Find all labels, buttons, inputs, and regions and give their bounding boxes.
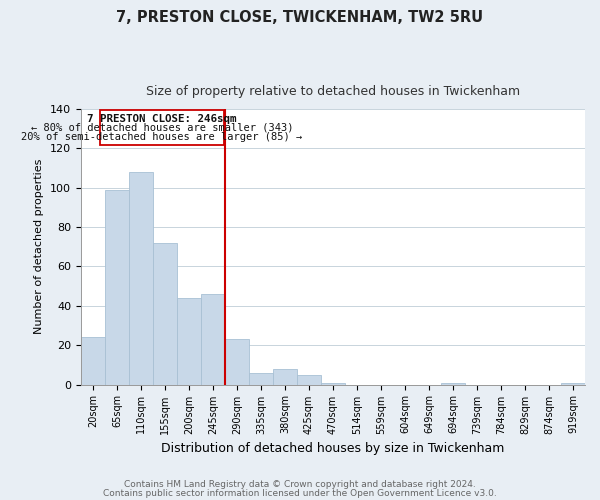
Bar: [201, 294, 225, 384]
Y-axis label: Number of detached properties: Number of detached properties: [34, 159, 44, 334]
Bar: [105, 190, 129, 384]
Text: 7, PRESTON CLOSE, TWICKENHAM, TW2 5RU: 7, PRESTON CLOSE, TWICKENHAM, TW2 5RU: [116, 10, 484, 25]
Bar: [225, 340, 249, 384]
Title: Size of property relative to detached houses in Twickenham: Size of property relative to detached ho…: [146, 85, 520, 98]
Text: Contains public sector information licensed under the Open Government Licence v3: Contains public sector information licen…: [103, 489, 497, 498]
X-axis label: Distribution of detached houses by size in Twickenham: Distribution of detached houses by size …: [161, 442, 505, 455]
Bar: [441, 382, 465, 384]
Bar: [81, 338, 105, 384]
Text: ← 80% of detached houses are smaller (343): ← 80% of detached houses are smaller (34…: [31, 122, 293, 132]
Text: 7 PRESTON CLOSE: 246sqm: 7 PRESTON CLOSE: 246sqm: [87, 114, 236, 124]
Text: 20% of semi-detached houses are larger (85) →: 20% of semi-detached houses are larger (…: [21, 132, 302, 141]
FancyBboxPatch shape: [100, 110, 224, 146]
Bar: [129, 172, 153, 384]
Bar: [297, 374, 321, 384]
Bar: [321, 382, 345, 384]
Bar: [177, 298, 201, 384]
Bar: [273, 369, 297, 384]
Bar: [153, 243, 177, 384]
Bar: [249, 373, 273, 384]
Text: Contains HM Land Registry data © Crown copyright and database right 2024.: Contains HM Land Registry data © Crown c…: [124, 480, 476, 489]
Bar: [561, 382, 585, 384]
